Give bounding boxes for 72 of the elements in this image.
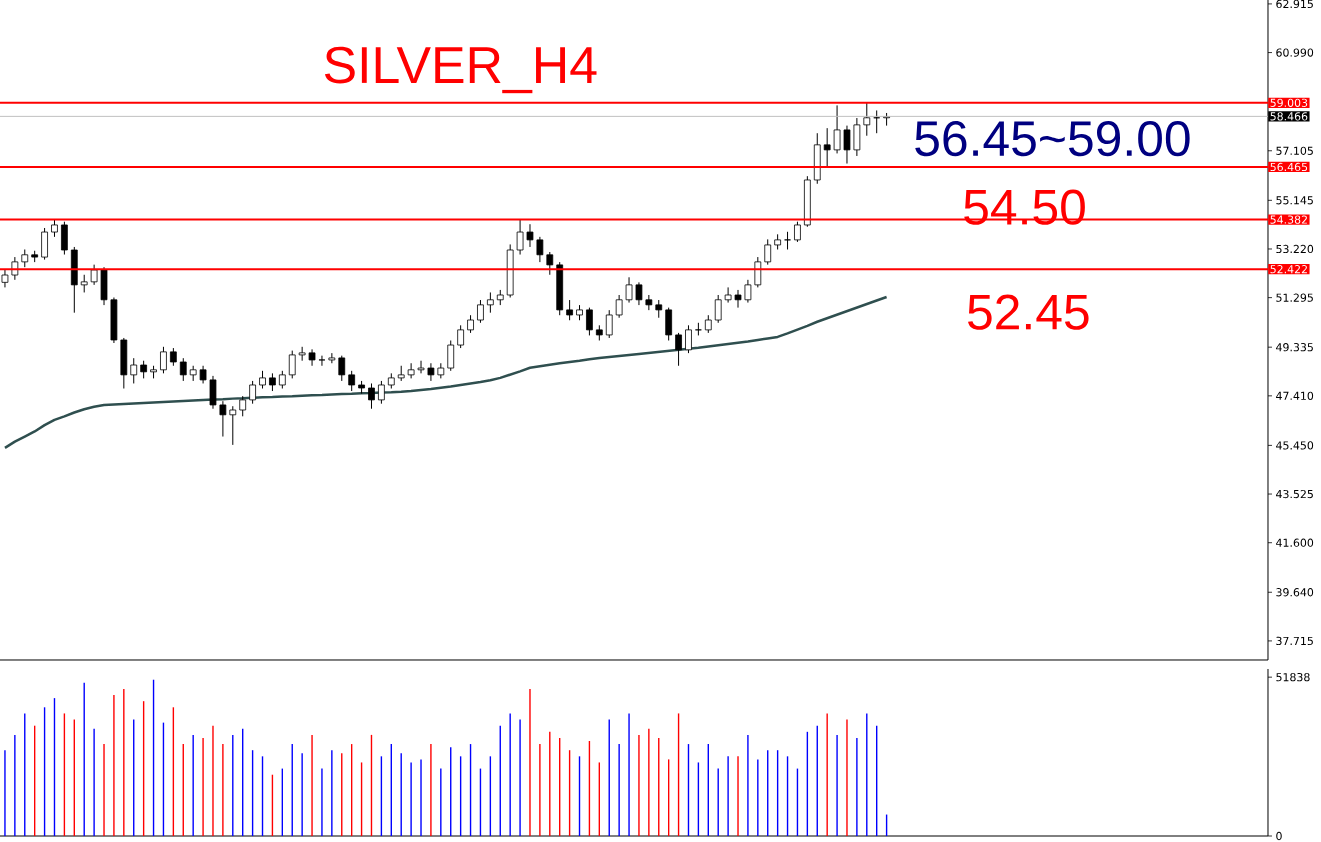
y-tick-label: 0 [1276,831,1282,841]
ref-line-label: 52.422 [1270,265,1307,274]
ref-line-label: 54.382 [1270,215,1307,224]
candlestick [348,370,356,392]
candlestick [486,291,494,314]
candlestick [635,281,643,306]
y-tick-label: 39.640 [1276,588,1314,597]
candlestick [764,238,772,266]
candlestick [645,294,653,311]
candlestick [308,348,316,367]
candlestick [90,264,98,286]
candlestick [833,104,841,154]
y-tick-label: 47.410 [1276,391,1314,400]
y-tick-label: 45.450 [1276,441,1314,450]
annotation: 56.45~59.00 [915,120,1190,157]
candlestick [239,395,247,417]
y-tick-label: 57.105 [1276,146,1313,155]
candlestick [754,256,762,288]
candlestick [328,352,336,364]
text: SILVER_H4 [324,46,597,94]
candlestick [318,355,326,367]
y-tick-label: 51838 [1276,673,1310,682]
annotation: 54.50 [964,189,1085,225]
candlestick [794,221,801,243]
candlestick [605,309,613,339]
candlestick [536,236,544,263]
candlestick [417,360,425,374]
candlestick [526,223,534,248]
candlestick [368,382,375,410]
annotation: 52.45 [968,294,1089,330]
y-tick-label: 41.600 [1276,538,1314,547]
y-tick-label: 43.525 [1276,489,1313,499]
candlestick [625,276,633,304]
candlestick [734,289,742,309]
candlestick [714,294,722,324]
candlestick [675,332,682,367]
candlestick [843,125,851,165]
ref-line-label: 58.466 [1270,112,1308,121]
y-tick-label: 55.145 [1276,196,1313,205]
candlestick [229,405,237,446]
candlestick [566,299,573,321]
candlestick [516,218,524,256]
candlestick [179,357,187,382]
candlestick [219,400,227,438]
candlestick [298,346,306,362]
candlestick [160,346,167,374]
y-tick-label: 62.915 [1276,0,1313,9]
y-tick-label: 53.220 [1276,244,1314,254]
candlestick [724,286,732,304]
candlestick [615,294,623,319]
ref-line-label: 59.003 [1270,98,1308,107]
candlestick [288,350,296,379]
candlestick [863,102,871,137]
candlestick [586,307,593,336]
y-tick-label: 51.295 [1276,293,1313,302]
candlestick [427,362,435,382]
ref-line-label: 56.465 [1270,162,1308,172]
candlestick [249,380,256,405]
candlestick [477,299,484,324]
candlestick [823,127,831,167]
candlestick [130,357,138,384]
candlestick [378,380,385,405]
candlestick [407,362,415,379]
y-tick-label: 60.990 [1276,48,1314,57]
candlestick [338,355,346,382]
candlestick [447,339,455,372]
candlestick [685,324,692,354]
candlestick [744,279,752,304]
candlestick [546,251,554,276]
y-tick-label: 49.335 [1276,343,1313,352]
y-tick-label: 37.715 [1276,636,1313,646]
candlestick [457,324,465,349]
